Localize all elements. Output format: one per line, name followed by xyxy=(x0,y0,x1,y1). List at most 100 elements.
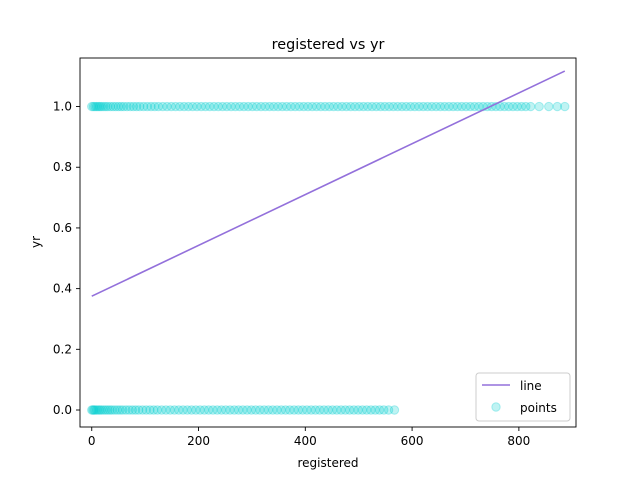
scatter-point xyxy=(319,405,329,415)
scatter-point xyxy=(311,101,322,112)
scatter-point xyxy=(233,405,244,415)
scatter-point xyxy=(130,405,141,415)
scatter-point xyxy=(178,405,188,415)
scatter-point xyxy=(469,101,480,112)
scatter-point xyxy=(88,405,98,415)
scatter-point xyxy=(303,101,313,112)
scatter-point xyxy=(353,405,363,415)
scatter-point xyxy=(134,405,144,415)
scatter-point xyxy=(357,405,368,415)
scatter-point xyxy=(196,101,206,112)
scatter-point xyxy=(256,101,266,112)
scatter-point xyxy=(363,101,373,112)
scatter-point xyxy=(418,101,428,112)
y-tick-label: 1.0 xyxy=(53,100,72,114)
scatter-point xyxy=(96,405,107,415)
scatter-point xyxy=(234,101,245,112)
x-tick-label: 800 xyxy=(507,434,530,448)
scatter-point xyxy=(534,101,544,112)
scatter-point xyxy=(212,405,222,415)
scatter-point xyxy=(345,101,356,112)
scatter-point xyxy=(137,405,148,415)
scatter-point xyxy=(465,101,475,112)
scatter-point xyxy=(272,405,282,415)
scatter-point xyxy=(367,101,377,112)
scatter-point xyxy=(239,101,249,112)
scatter-point xyxy=(141,405,151,415)
scatter-point xyxy=(341,101,352,112)
scatter-point xyxy=(111,101,121,112)
scatter-point xyxy=(166,101,177,112)
scatter-point xyxy=(544,101,554,112)
scatter-point xyxy=(230,101,241,112)
scatter-point xyxy=(127,405,138,415)
scatter-point xyxy=(379,405,389,415)
scatter-point xyxy=(87,405,97,415)
scatter-point xyxy=(93,405,103,415)
scatter-point xyxy=(90,405,100,415)
scatter-point xyxy=(103,101,113,112)
scatter-point xyxy=(371,101,382,112)
scatter-point xyxy=(323,405,333,415)
scatter-point xyxy=(499,101,510,112)
scatter-point xyxy=(161,405,171,415)
scatter-point xyxy=(384,101,394,112)
scatter-point xyxy=(246,405,257,415)
scatter-point xyxy=(96,101,107,112)
scatter-point xyxy=(336,405,346,415)
scatter-point xyxy=(414,101,424,112)
scatter-point xyxy=(153,101,164,112)
scatter-point xyxy=(383,405,394,415)
scatter-point xyxy=(192,101,202,112)
scatter-point xyxy=(268,405,278,415)
scatter-point xyxy=(374,405,385,415)
scatter-point xyxy=(281,101,292,112)
scatter-point xyxy=(250,405,261,415)
scatter-point xyxy=(118,405,128,415)
scatter-point xyxy=(297,405,308,415)
scatter-point xyxy=(427,101,437,112)
scatter-point xyxy=(315,405,325,415)
plot-area xyxy=(87,70,570,415)
x-tick-label: 600 xyxy=(401,434,424,448)
scatter-point xyxy=(269,101,279,112)
scatter-point xyxy=(222,101,232,112)
scatter-point xyxy=(350,101,360,112)
scatter-point xyxy=(474,101,484,112)
scatter-point xyxy=(91,405,102,415)
scatter-point xyxy=(121,405,131,415)
scatter-point xyxy=(131,101,142,112)
legend-points-swatch xyxy=(491,402,501,412)
scatter-point xyxy=(142,101,152,112)
scatter-point xyxy=(174,405,184,415)
x-tick-label: 200 xyxy=(187,434,210,448)
scatter-point xyxy=(344,405,355,415)
scatter-point xyxy=(328,101,339,112)
scatter-point xyxy=(108,101,118,112)
scatter-point xyxy=(299,101,309,112)
scatter-point xyxy=(150,101,160,112)
scatter-point xyxy=(263,405,274,415)
scatter-point xyxy=(98,405,109,415)
legend-label-line: line xyxy=(520,379,542,393)
scatter-point xyxy=(209,101,219,112)
scatter-point xyxy=(259,405,269,415)
y-axis-label: yr xyxy=(29,236,43,248)
scatter-point xyxy=(552,101,563,112)
scatter-point xyxy=(521,101,531,112)
scatter-point xyxy=(187,101,198,112)
scatter-point xyxy=(247,101,258,112)
scatter-point xyxy=(119,101,129,112)
scatter-point xyxy=(337,101,347,112)
scatter-point xyxy=(100,101,111,112)
scatter-point xyxy=(115,405,125,415)
scatter-point xyxy=(366,405,376,415)
scatter-point xyxy=(285,405,295,415)
scatter-point xyxy=(221,405,231,415)
scatter-point xyxy=(401,101,411,112)
scatter-point xyxy=(242,405,252,415)
scatter-point xyxy=(95,101,105,112)
scatter-point xyxy=(191,405,201,415)
scatter-point xyxy=(452,101,463,112)
